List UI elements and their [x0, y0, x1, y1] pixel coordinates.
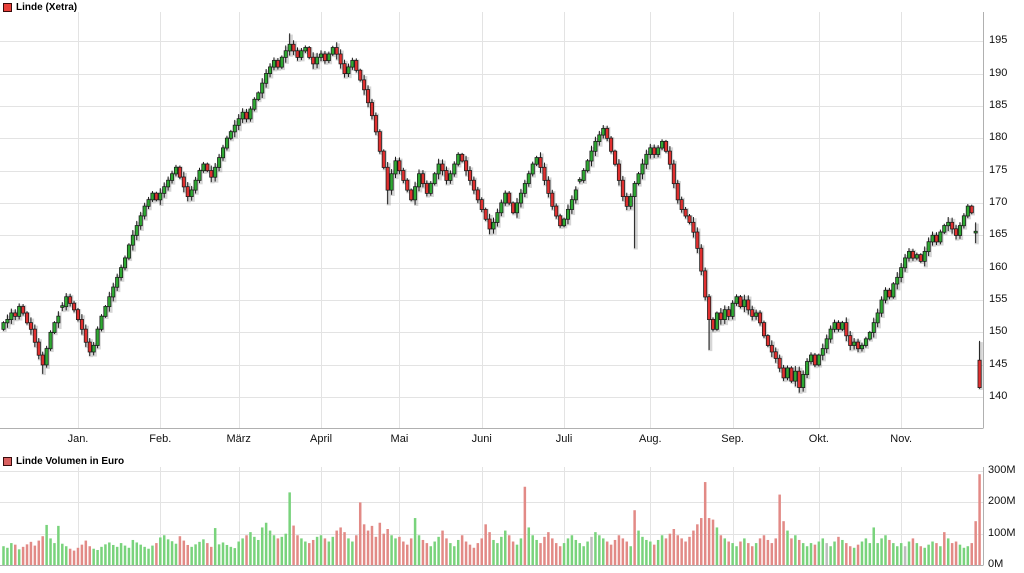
price-legend-swatch-icon: [3, 3, 12, 12]
price-legend: Linde (Xetra): [3, 2, 77, 13]
volume-legend-swatch-icon: [3, 457, 12, 466]
volume-legend: Linde Volumen in Euro: [3, 456, 124, 467]
volume-legend-label: Linde Volumen in Euro: [16, 456, 125, 467]
price-legend-label: Linde (Xetra): [16, 2, 78, 13]
